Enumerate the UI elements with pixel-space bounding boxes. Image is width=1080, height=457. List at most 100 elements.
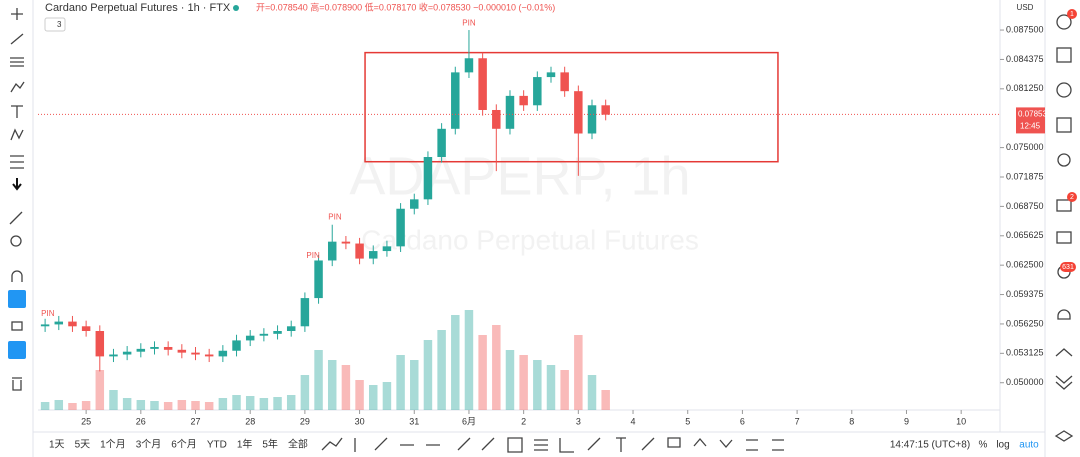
candle-body bbox=[464, 58, 474, 73]
volume-bar bbox=[163, 402, 173, 410]
candle-body bbox=[300, 298, 310, 327]
candle-body bbox=[587, 105, 597, 134]
lock-draw-tool[interactable] bbox=[8, 290, 26, 308]
candle-body bbox=[355, 243, 364, 259]
candle-body bbox=[492, 109, 501, 129]
volume-bar bbox=[245, 396, 255, 410]
range-button[interactable]: 全部 bbox=[288, 438, 308, 451]
volume-bar bbox=[81, 401, 91, 410]
volume-bar bbox=[587, 375, 597, 410]
pattern-tool[interactable] bbox=[10, 81, 25, 93]
indicator-toggle[interactable] bbox=[44, 17, 66, 32]
candle-body bbox=[286, 326, 296, 331]
candle-body bbox=[54, 321, 64, 325]
data-window-icon[interactable] bbox=[1056, 82, 1072, 98]
volume-bar bbox=[150, 401, 159, 410]
layers-icon[interactable] bbox=[1054, 430, 1074, 442]
pin-label: PIN bbox=[328, 212, 342, 221]
candle-body bbox=[533, 77, 542, 106]
magnet-tool[interactable] bbox=[11, 270, 23, 282]
ruler-tool[interactable] bbox=[9, 211, 23, 225]
candle-body bbox=[423, 157, 433, 200]
chat-icon[interactable] bbox=[1056, 199, 1072, 212]
candle-body bbox=[410, 199, 419, 209]
candle-body bbox=[327, 241, 337, 261]
badge-text: 1 bbox=[1070, 11, 1074, 18]
crosshair-tool[interactable] bbox=[11, 8, 23, 20]
y-tick-label: 0.050000 bbox=[1006, 377, 1044, 387]
volume-bar bbox=[204, 402, 214, 410]
auto-toggle[interactable]: auto bbox=[1019, 440, 1039, 451]
ohlc-readout: 开=0.078540 高=0.078900 低=0.078170 收=0.078… bbox=[256, 1, 555, 12]
range-button[interactable]: 5年 bbox=[262, 438, 278, 451]
candle-body bbox=[478, 58, 487, 110]
bottom-toolbar: 14:47:15 (UTC+8) % log auto bbox=[321, 437, 1039, 453]
x-tick-label: 27 bbox=[190, 416, 200, 426]
y-tick-label: 0.056250 bbox=[1006, 318, 1044, 328]
text-tool[interactable] bbox=[11, 105, 23, 118]
range-button[interactable]: 5天 bbox=[75, 440, 91, 451]
prediction-tool[interactable] bbox=[10, 128, 24, 141]
volume-bar bbox=[396, 355, 405, 410]
range-button[interactable]: 1个月 bbox=[100, 439, 126, 451]
pin-label: PIN bbox=[462, 19, 476, 28]
badge bbox=[1060, 262, 1076, 272]
volume-bar bbox=[136, 400, 146, 410]
y-tick-label: 0.062500 bbox=[1006, 260, 1044, 270]
volume-bar bbox=[382, 382, 392, 410]
watchlist-icon[interactable] bbox=[1056, 47, 1072, 63]
notifications-icon[interactable] bbox=[1057, 309, 1071, 320]
collapse-icon[interactable] bbox=[1055, 375, 1073, 390]
y-tick-label: 0.071875 bbox=[1006, 171, 1044, 181]
zoom-tool[interactable] bbox=[10, 235, 22, 247]
more-tools[interactable] bbox=[12, 178, 22, 191]
x-tick-label: 4 bbox=[631, 416, 636, 426]
indicator-count: 3 bbox=[57, 20, 62, 29]
range-button[interactable]: 1年 bbox=[237, 438, 253, 451]
candle-body bbox=[232, 340, 241, 351]
candle-body bbox=[396, 208, 405, 247]
hotlist-icon[interactable] bbox=[1055, 348, 1073, 357]
x-tick-label: 30 bbox=[355, 416, 365, 426]
watermark: ADAPERP, 1h bbox=[349, 146, 690, 206]
drawing-icons[interactable] bbox=[321, 437, 784, 453]
percent-toggle[interactable]: % bbox=[979, 440, 988, 451]
range-button[interactable]: YTD bbox=[207, 440, 227, 451]
volume-bar bbox=[519, 355, 528, 410]
volume-bar bbox=[300, 375, 310, 410]
lock-tool[interactable] bbox=[11, 321, 23, 331]
hide-tool[interactable] bbox=[8, 341, 26, 359]
pin-label: PIN bbox=[306, 251, 320, 260]
x-tick-label: 6 bbox=[740, 416, 745, 426]
ideas-icon[interactable] bbox=[1057, 153, 1071, 167]
x-tick-label: 10 bbox=[956, 416, 966, 426]
calendar-icon[interactable] bbox=[1056, 117, 1072, 133]
measure-tool[interactable] bbox=[10, 155, 24, 169]
log-toggle[interactable]: log bbox=[996, 440, 1009, 451]
x-tick-label: 29 bbox=[300, 416, 310, 426]
candle-body bbox=[341, 241, 351, 244]
pin-label: PIN bbox=[41, 309, 55, 318]
delete-tool[interactable] bbox=[12, 377, 22, 391]
range-button[interactable]: 6个月 bbox=[171, 439, 197, 451]
trend-line-tool[interactable] bbox=[10, 33, 24, 45]
range-button[interactable]: 1天 bbox=[49, 440, 65, 451]
fib-tool[interactable] bbox=[10, 57, 24, 67]
volume-bar bbox=[492, 325, 501, 410]
x-tick-label: 28 bbox=[245, 416, 255, 426]
volume-bar bbox=[478, 335, 487, 410]
x-tick-label: 9 bbox=[904, 416, 909, 426]
candle-body bbox=[314, 260, 323, 299]
volume-bar bbox=[423, 340, 433, 410]
alerts-icon[interactable] bbox=[1056, 14, 1072, 30]
messages-icon[interactable] bbox=[1056, 231, 1072, 244]
x-tick-label: 7 bbox=[795, 416, 800, 426]
x-tick-label: 8 bbox=[849, 416, 854, 426]
candle-body bbox=[259, 333, 269, 336]
badge bbox=[1067, 9, 1077, 19]
x-tick-label: 5 bbox=[685, 416, 690, 426]
volume-bar bbox=[355, 380, 364, 410]
range-button[interactable]: 3个月 bbox=[136, 439, 162, 451]
right-sidebar: 1 2 631 bbox=[1054, 9, 1077, 442]
